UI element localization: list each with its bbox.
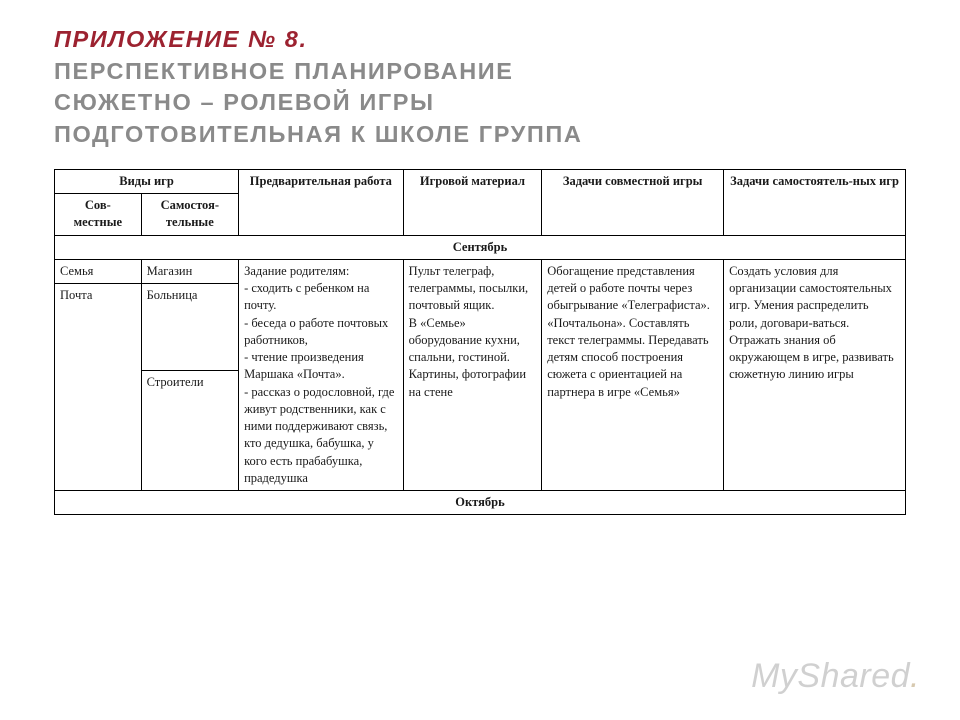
watermark-dot: . [910,657,920,695]
watermark-text: MyShared [751,657,910,695]
month-row-september: Сентябрь [55,235,906,259]
cell-joint-1: Семья [55,259,142,283]
cell-ind-1: Магазин [141,259,238,283]
header-joint: Сов-местные [55,194,142,236]
cell-material: Пульт телеграф, телеграммы, посылки, поч… [403,259,542,490]
table-header-row-1: Виды игр Предварительная работа Игровой … [55,169,906,193]
header-joint-tasks: Задачи совместной игры [542,169,724,235]
cell-ind-3: Строители [141,371,238,491]
month-september: Сентябрь [55,235,906,259]
title-line-2: ПЕРСПЕКТИВНОЕ ПЛАНИРОВАНИЕ [54,56,906,88]
header-ind-tasks: Задачи самостоятель-ных игр [724,169,906,235]
cell-prep: Задание родителям: - сходить с ребенком … [239,259,404,490]
table-row: Семья Магазин Задание родителям: - сходи… [55,259,906,283]
cell-joint-tasks: Обогащение представления детей о работе … [542,259,724,490]
month-row-october: Октябрь [55,491,906,515]
watermark: MyShared. [751,657,920,696]
cell-joint-2: Почта [55,284,142,491]
cell-ind-2: Больница [141,284,238,371]
header-games: Виды игр [55,169,239,193]
header-prep: Предварительная работа [239,169,404,235]
title-line-3: СЮЖЕТНО – РОЛЕВОЙ ИГРЫ [54,87,906,119]
header-independent: Самостоя-тельные [141,194,238,236]
planning-table: Виды игр Предварительная работа Игровой … [54,169,906,516]
cell-ind-tasks: Создать условия для организации самостоя… [724,259,906,490]
document-title: ПРИЛОЖЕНИЕ № 8. ПЕРСПЕКТИВНОЕ ПЛАНИРОВАН… [54,24,906,151]
month-october: Октябрь [55,491,906,515]
header-material: Игровой материал [403,169,542,235]
title-line-1: ПРИЛОЖЕНИЕ № 8. [54,24,906,56]
title-line-4: ПОДГОТОВИТЕЛЬНАЯ К ШКОЛЕ ГРУППА [54,119,906,151]
